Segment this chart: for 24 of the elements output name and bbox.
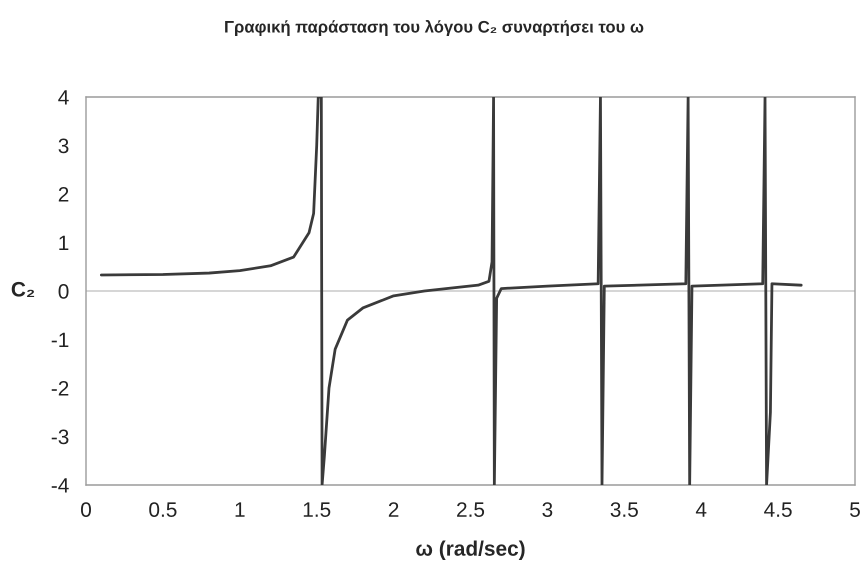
y-tick-label: 3: [58, 138, 68, 154]
y-tick-label: -4: [52, 478, 69, 493]
y-tick-label: 0: [58, 284, 69, 299]
x-tick-label: 5: [850, 502, 860, 517]
x-tick-label: 4: [696, 502, 706, 517]
y-tick-label: 4: [58, 90, 69, 105]
x-tick-label: 0: [81, 502, 91, 517]
y-tick-label: -2: [52, 381, 68, 396]
line-series: [100, 97, 803, 485]
x-tick-label: 3: [542, 502, 552, 517]
chart-title: Γραφική παράσταση του λόγου C₂ συναρτήσει του ω: [225, 20, 644, 36]
x-axis-title: ω (rad/sec): [416, 540, 525, 560]
x-tick-label: 4.5: [764, 502, 792, 517]
y-tick-label: 1: [59, 236, 68, 250]
x-tick-label: 2: [388, 502, 398, 517]
y-axis-title: C₂: [12, 282, 34, 298]
y-tick-label: -1: [52, 332, 68, 348]
x-tick-label: 1.5: [304, 502, 330, 517]
x-tick-label: 1: [236, 502, 245, 517]
y-tick-label: -3: [52, 430, 68, 444]
x-tick-label: 0.5: [149, 502, 177, 517]
y-tick-label: 2: [58, 187, 68, 202]
x-tick-label: 3.5: [610, 502, 638, 517]
x-tick-label: 2.5: [457, 502, 484, 517]
